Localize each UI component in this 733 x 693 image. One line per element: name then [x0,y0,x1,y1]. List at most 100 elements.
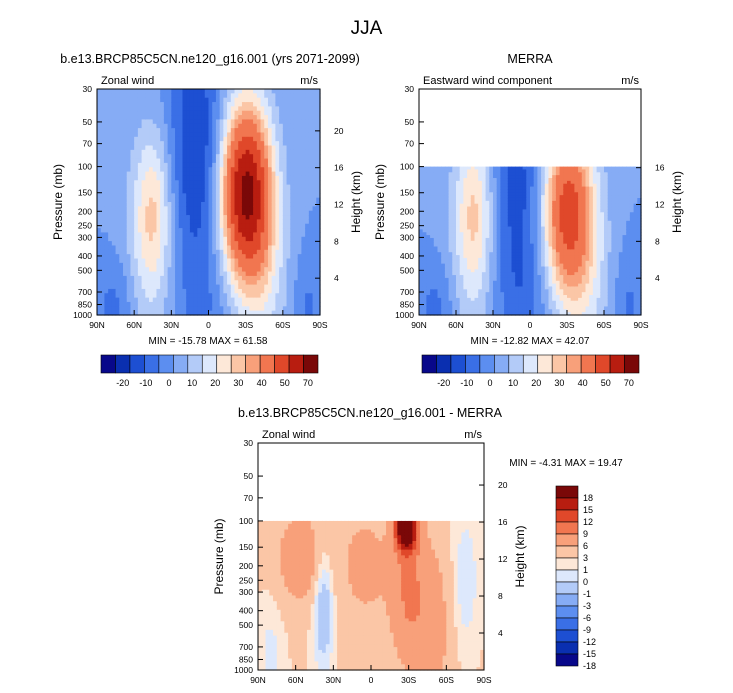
contour-cell [171,89,176,94]
contour-cell [419,272,424,276]
contour-cell [219,145,224,151]
contour-cell [175,106,180,112]
contour-cell [478,252,483,256]
contour-cell [489,237,494,242]
contour-cell [459,272,464,276]
contour-cell [145,197,150,203]
contour-cell [204,197,210,203]
contour-cell [241,219,247,225]
contour-cell [201,123,206,129]
contour-cell [223,206,228,212]
contour-cell [167,145,172,151]
contour-cell [238,202,243,207]
contour-cell [507,206,513,211]
contour-cell [253,97,258,103]
contour-cell [175,193,180,199]
contour-cell [97,145,102,151]
contour-cell [474,246,479,250]
contour-cell [130,136,135,142]
contour-cell [264,280,269,286]
contour-cell [182,193,187,199]
contour-cell [293,93,299,99]
contour-cell [533,200,538,205]
contour-cell [297,301,303,307]
contour-cell [171,180,176,186]
contour-cell [459,269,464,273]
contour-cell [507,257,513,262]
contour-cell [271,106,276,112]
contour-cell [241,89,247,94]
contour-cell [485,220,490,225]
contour-cell [167,193,172,199]
contour-cell [182,219,187,225]
contour-cell [227,97,232,103]
contour-cell [441,206,446,211]
contour-cell [297,119,303,125]
contour-cell [422,232,427,236]
contour-cell [178,301,184,307]
contour-cell [537,232,542,236]
contour-cell [530,169,535,173]
contour-cell [282,232,288,238]
contour-cell [467,175,472,179]
contour-cell [279,275,284,281]
contour-cell [175,254,180,260]
contour-cell [467,212,472,216]
contour-cell [290,275,295,281]
contour-cell [459,212,464,216]
contour-cell [97,171,102,177]
contour-cell [312,258,317,264]
contour-cell [189,93,195,99]
contour-cell [533,203,538,208]
contour-cell [522,277,527,282]
contour-cell [178,288,184,294]
contour-cell [267,188,273,194]
contour-cell [312,310,317,316]
contour-cell [175,293,180,299]
contour-cell [305,149,310,155]
contour-cell [430,186,435,191]
contour-cell [496,237,501,242]
contour-cell [197,258,202,264]
contour-cell [316,228,321,234]
contour-cell [253,271,258,277]
contour-cell [223,145,228,151]
contour-cell [119,297,124,303]
contour-cell [297,93,303,99]
contour-cell [537,263,542,268]
contour-cell [279,249,284,255]
contour-cell [167,197,172,203]
contour-cell [234,219,239,225]
contour-cell [526,246,531,250]
contour-cell [163,310,169,316]
contour-cell [115,167,120,173]
contour-cell [100,188,106,194]
contour-cell [100,219,106,225]
contour-cell [97,275,102,281]
contour-cell [130,301,135,307]
contour-cell [286,162,291,168]
contour-cell [104,128,109,134]
contour-cell [308,267,314,273]
contour-cell [282,106,288,112]
contour-cell [452,257,457,262]
contour-cell [100,119,106,125]
contour-cell [134,258,139,264]
contour-cell [130,154,135,160]
contour-cell [511,192,516,196]
contour-cell [448,235,453,239]
contour-cell [433,223,439,228]
contour-cell [193,128,198,134]
contour-cell [175,89,180,94]
contour-cell [430,283,435,288]
contour-cell [223,215,228,220]
contour-cell [223,93,228,99]
contour-cell [256,119,262,125]
contour-cell [297,89,303,94]
contour-cell [275,223,280,229]
contour-cell [474,212,479,216]
contour-cell [149,175,154,181]
contour-cell [271,97,276,103]
contour-cell [204,97,210,103]
contour-cell [441,220,446,225]
